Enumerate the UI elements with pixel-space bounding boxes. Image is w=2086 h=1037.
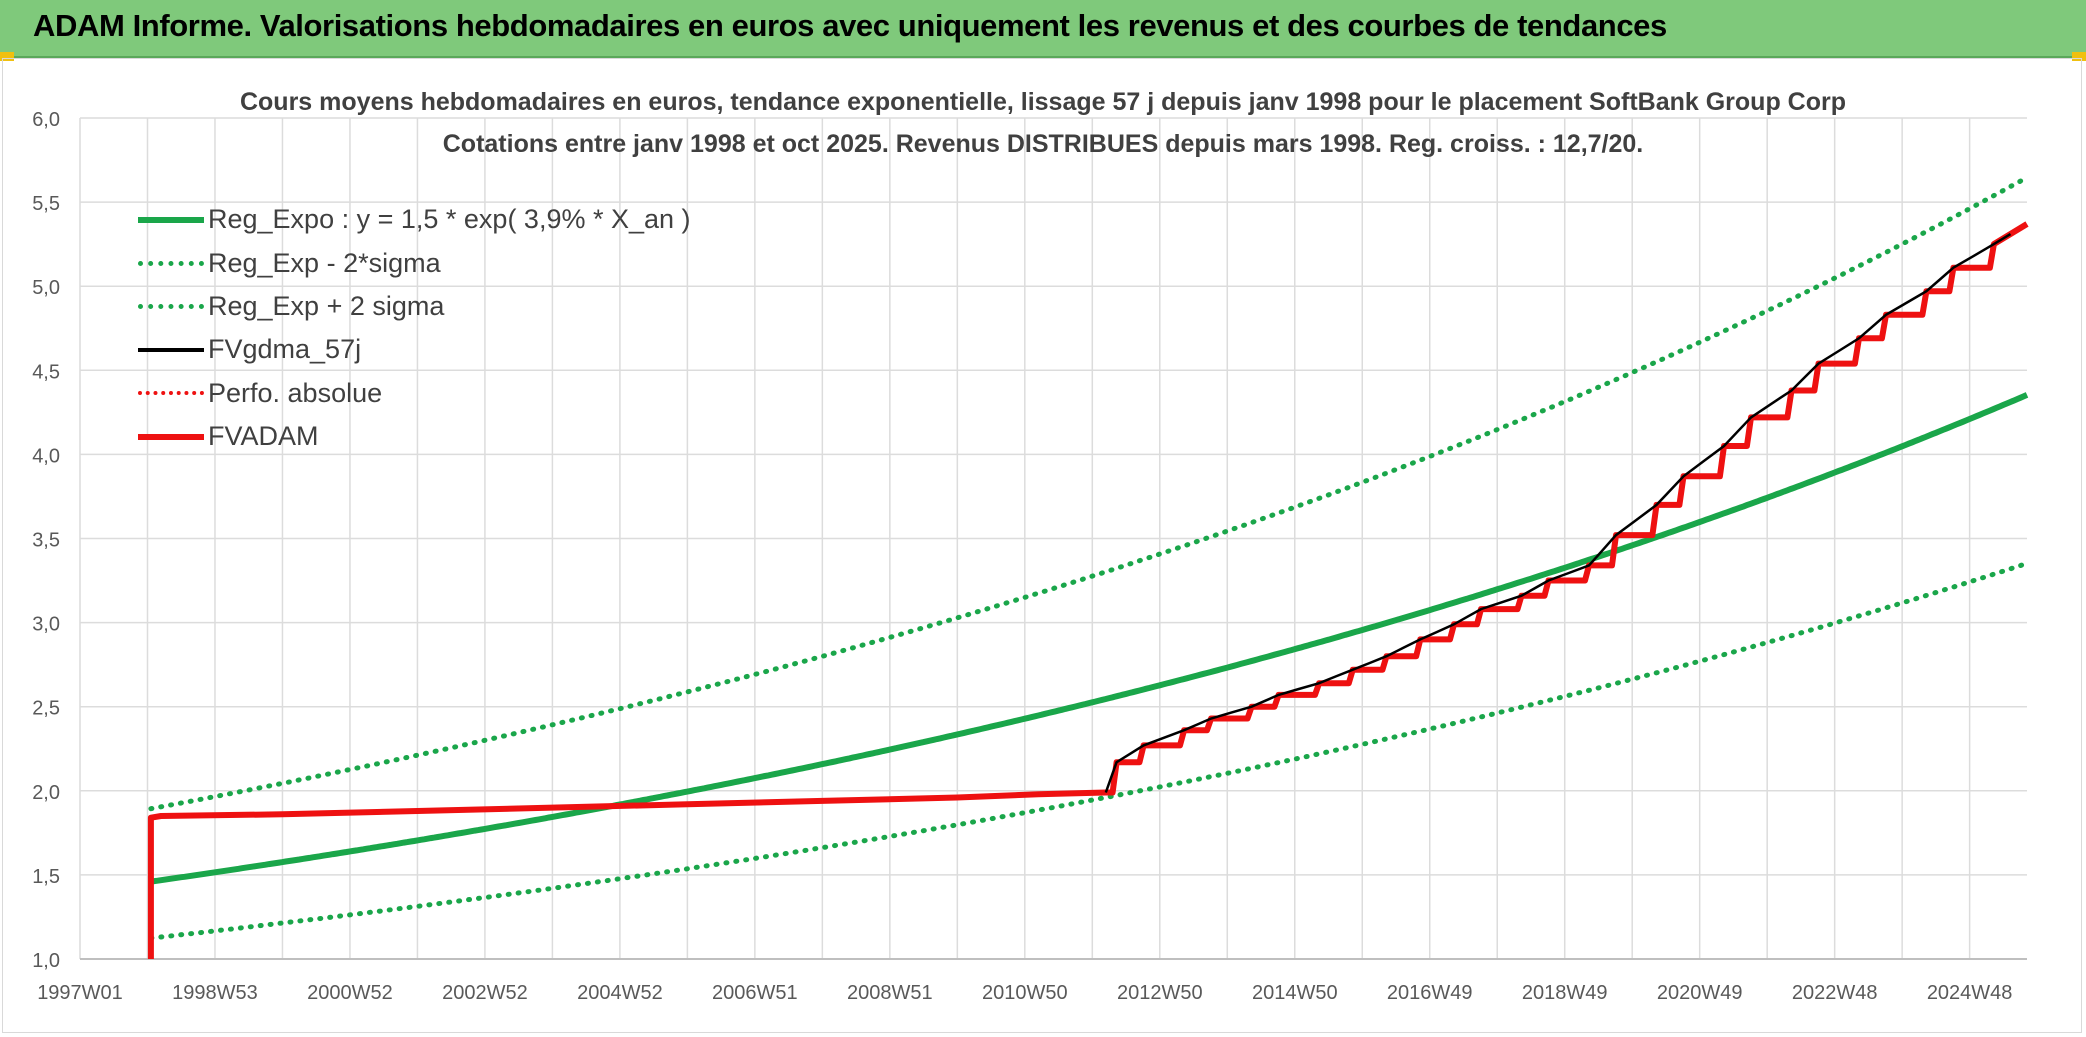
- chart-frame: [2, 58, 2082, 1033]
- x-tick-label: 2018W49: [1522, 982, 1608, 1004]
- x-tick-label: 1997W01: [37, 982, 123, 1004]
- report-title: ADAM Informe. Valorisations hebdomadaire…: [33, 8, 1667, 43]
- legend-item-reg-expo: Reg_Expo : y = 1,5 * exp( 3,9% * X_an ): [138, 198, 691, 241]
- legend-item-reg-exp-minus: Reg_Exp - 2*sigma: [138, 241, 691, 284]
- y-tick-label: 3,0: [32, 614, 60, 636]
- y-tick-label: 5,0: [32, 277, 60, 299]
- y-tick-label: 4,0: [32, 445, 60, 467]
- fvgdma-57j-line: [1104, 233, 2012, 793]
- legend-label: Reg_Expo : y = 1,5 * exp( 3,9% * X_an ): [208, 204, 691, 235]
- legend-label: FVADAM: [208, 421, 319, 452]
- y-tick-label: 1,5: [32, 866, 60, 888]
- reg-expo-line: [150, 392, 2029, 885]
- x-tick-label: 2004W52: [577, 982, 663, 1004]
- reg-exp-plus-2sigma-line: [148, 175, 2030, 812]
- corner-mark-top-left: [0, 52, 14, 61]
- x-tick-label: 2010W50: [982, 982, 1068, 1004]
- legend-swatch-solid-red: [138, 433, 204, 440]
- x-tick-label: 2008W51: [847, 982, 933, 1004]
- y-tick-label: 6,0: [32, 109, 60, 131]
- legend-label: FVgdma_57j: [208, 334, 362, 365]
- legend-label: Perfo. absolue: [208, 377, 383, 408]
- y-tick-label: 3,5: [32, 530, 60, 552]
- legend-swatch-dotted-green: [138, 303, 204, 309]
- legend-swatch-dotted-green: [138, 260, 204, 266]
- x-tick-label: 2006W51: [712, 982, 798, 1004]
- legend-item-fvgdma: FVgdma_57j: [138, 328, 691, 371]
- x-tick-label: 2012W50: [1117, 982, 1203, 1004]
- legend-label: Reg_Exp - 2*sigma: [208, 247, 441, 278]
- corner-mark-top-right: [2072, 52, 2086, 61]
- y-tick-label: 4,5: [32, 361, 60, 383]
- y-tick-label: 2,5: [32, 698, 60, 720]
- x-tick-label: 2020W49: [1657, 982, 1743, 1004]
- legend-item-fvadam: FVADAM: [138, 415, 691, 458]
- report-header: ADAM Informe. Valorisations hebdomadaire…: [0, 0, 2086, 58]
- y-tick-label: 1,0: [32, 950, 60, 972]
- chart-title-line-1: Cours moyens hebdomadaires en euros, ten…: [239, 88, 1846, 116]
- x-tick-label: 2000W52: [307, 982, 393, 1004]
- grid-layer: [79, 117, 2027, 960]
- legend-item-reg-exp-plus: Reg_Exp + 2 sigma: [138, 285, 691, 328]
- x-tick-label: 1998W53: [172, 982, 258, 1004]
- x-axis-ticks: 1997W01 1998W53 2000W52 2002W52 2004W52 2006W…: [37, 982, 2012, 1004]
- fvadam-line: [147, 221, 2029, 959]
- x-tick-label: 2022W48: [1792, 982, 1878, 1004]
- legend-label: Reg_Exp + 2 sigma: [208, 290, 445, 321]
- legend-swatch-solid-black: [138, 347, 204, 352]
- reg-exp-minus-2sigma-line: [148, 560, 2030, 941]
- chart-legend: Reg_Expo : y = 1,5 * exp( 3,9% * X_an ) …: [138, 198, 691, 458]
- x-tick-label: 2014W50: [1252, 982, 1338, 1004]
- legend-swatch-solid-green: [138, 216, 204, 223]
- legend-swatch-dotted-red: [138, 391, 204, 396]
- y-tick-label: 5,5: [32, 193, 60, 215]
- y-axis-ticks: 1,0 1,5 2,0 2,5 3,0 3,5 4,0 4,5 5,0 5,5 6,0: [32, 109, 60, 972]
- series-layer: [147, 175, 2030, 959]
- x-tick-label: 2016W49: [1387, 982, 1473, 1004]
- y-tick-label: 2,0: [32, 782, 60, 804]
- chart-title-line-2: Cotations entre janv 1998 et oct 2025. R…: [442, 130, 1644, 158]
- legend-item-perfo-absolue: Perfo. absolue: [138, 372, 691, 415]
- x-tick-label: 2024W48: [1927, 982, 2013, 1004]
- x-tick-label: 2002W52: [442, 982, 528, 1004]
